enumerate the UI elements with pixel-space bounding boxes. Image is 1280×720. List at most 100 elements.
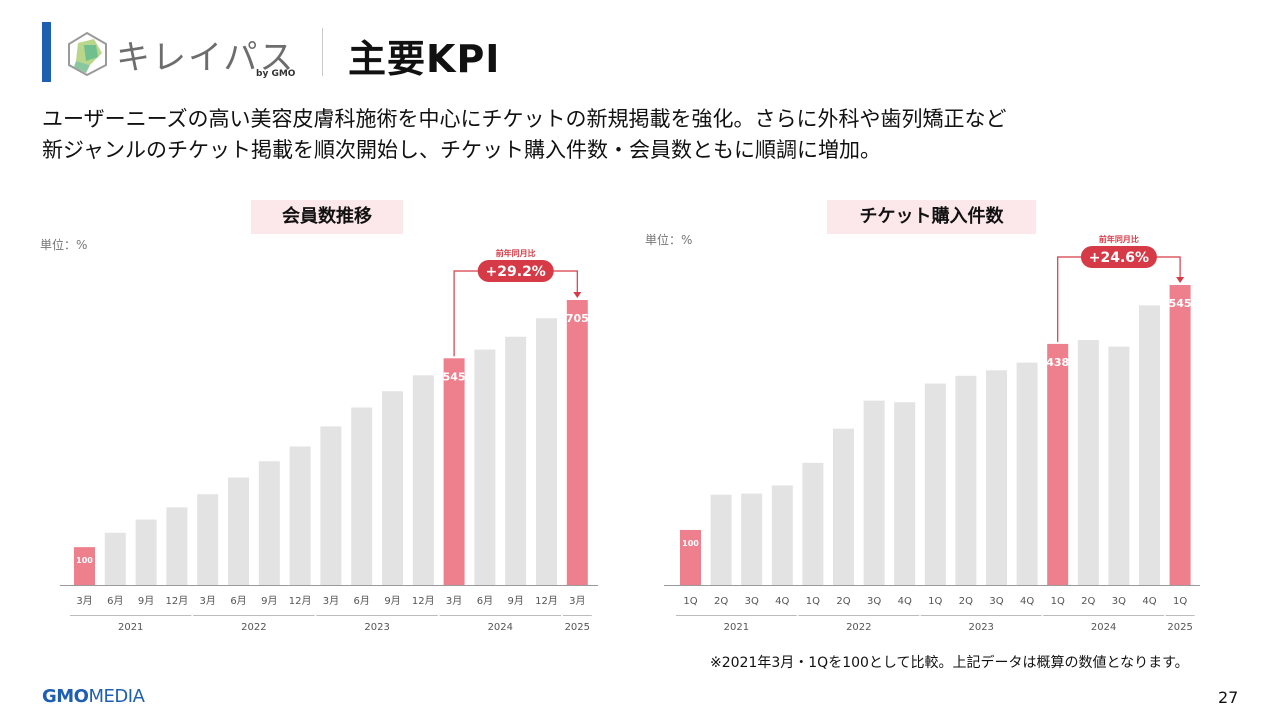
- tick-label: 1Q: [683, 596, 697, 607]
- bar: [74, 547, 95, 585]
- bar: [289, 446, 311, 585]
- year-label: 2024: [488, 622, 513, 633]
- tick-label: 2Q: [959, 596, 973, 607]
- footer-brand: GMO: [42, 686, 89, 707]
- data-label: 545: [443, 370, 466, 383]
- data-label: 438: [1046, 356, 1069, 369]
- tick-label: 4Q: [1020, 596, 1034, 607]
- tick-label: 9月: [384, 595, 400, 607]
- bar: [228, 477, 249, 585]
- tick-label: 3月: [76, 595, 92, 607]
- tick-label: 12月: [289, 595, 312, 607]
- bar: [443, 358, 465, 585]
- bar: [1139, 305, 1160, 585]
- year-label: 2025: [565, 622, 590, 633]
- tick-label: 9月: [508, 595, 524, 607]
- data-label: 705: [566, 312, 589, 325]
- bar: [680, 529, 701, 585]
- bar: [771, 485, 793, 585]
- data-label: 100: [682, 539, 699, 548]
- unit-label-tickets: 単位：%: [645, 233, 693, 247]
- page-title: 主要KPI: [348, 37, 501, 81]
- bar: [351, 407, 373, 585]
- tick-label: 6月: [477, 595, 493, 607]
- unit-label-members: 単位：%: [40, 238, 88, 252]
- description-line-1: ユーザーニーズの高い美容皮膚科施術を中心にチケットの新規掲載を強化。さらに外科や…: [42, 107, 1007, 131]
- year-label: 2023: [364, 622, 389, 633]
- annotation-pill: [1080, 246, 1157, 268]
- bar: [924, 383, 946, 585]
- bar: [412, 375, 434, 585]
- tick-label: 3Q: [867, 596, 881, 607]
- tick-label: 3月: [446, 595, 462, 607]
- tick-label: 3月: [200, 595, 216, 607]
- page-number: 27: [1218, 688, 1239, 707]
- bar: [894, 402, 916, 585]
- bar: [1108, 346, 1130, 585]
- year-label: 2025: [1167, 622, 1192, 633]
- header-accent-bar: [42, 22, 51, 82]
- footer-logo: GMOMEDIA: [42, 686, 145, 707]
- tick-label: 6月: [230, 595, 246, 607]
- chart-tickets: 1Q 100 2Q 3Q 4Q 1Q 2Q 3Q 4Q 1Q 2Q 3Q 4Q 1Q 438 2Q 3Q 4Q 1Q…: [664, 234, 1200, 633]
- bar: [1169, 285, 1191, 585]
- tick-label: 1Q: [928, 596, 942, 607]
- year-label: 2021: [118, 622, 143, 633]
- chart-title-members: 会員数推移: [251, 200, 403, 234]
- header-divider: [322, 28, 323, 76]
- tick-label: 1Q: [1173, 596, 1187, 607]
- tick-label: 12月: [412, 595, 435, 607]
- tick-label: 2Q: [1081, 596, 1095, 607]
- logo-subtext: by GMO: [256, 69, 296, 79]
- bar: [104, 532, 126, 585]
- bar: [320, 426, 342, 585]
- bar: [135, 519, 157, 585]
- logo-mark-icon: [68, 31, 107, 77]
- tick-label: 2Q: [836, 596, 850, 607]
- year-label: 2022: [846, 622, 871, 633]
- bar: [258, 461, 280, 585]
- description: ユーザーニーズの高い美容皮膚科施術を中心にチケットの新規掲載を強化。さらに外科や…: [42, 104, 1242, 166]
- annotation-label: 前年同月比: [1099, 234, 1139, 244]
- annotation-arrow: [573, 292, 582, 298]
- bar: [986, 370, 1007, 585]
- annotation-value: +24.6%: [1089, 250, 1149, 266]
- data-label: 545: [1169, 297, 1192, 310]
- annotation-arrow: [1176, 277, 1185, 283]
- tick-label: 4Q: [775, 596, 789, 607]
- annotation-value: +29.2%: [486, 264, 546, 280]
- annotation-pill: [477, 260, 554, 282]
- bar: [166, 507, 188, 585]
- logo-text: キレイパス: [116, 38, 296, 78]
- chart-title-tickets: チケット購入件数: [827, 200, 1036, 234]
- footer-brand-suffix: MEDIA: [88, 686, 145, 707]
- tick-label: 2Q: [714, 596, 728, 607]
- tick-label: 4Q: [1142, 596, 1156, 607]
- bar: [955, 375, 977, 585]
- bar: [863, 400, 885, 585]
- description-line-2: 新ジャンルのチケット掲載を順次開始し、チケット購入件数・会員数ともに順調に増加。: [42, 138, 881, 162]
- tick-label: 6月: [107, 595, 123, 607]
- bar: [710, 494, 732, 585]
- tick-label: 1Q: [806, 596, 820, 607]
- annotation-bracket: [1057, 256, 1181, 342]
- year-label: 2022: [241, 622, 266, 633]
- bar: [1077, 340, 1099, 585]
- tick-label: 3月: [569, 595, 585, 607]
- footnote: ※2021年3月・1Qを100として比較。上記データは概算の数値となります。: [710, 655, 1189, 671]
- bar: [741, 493, 763, 585]
- tick-label: 3Q: [1112, 596, 1126, 607]
- bar: [833, 428, 854, 585]
- chart-members: 3月 100 6月 9月 12月 3月 6月 9月 12月 3月 6月 9月 12月 3月 545 6月 9月 1…: [60, 248, 598, 633]
- tick-label: 1Q: [1051, 596, 1065, 607]
- bar: [197, 494, 219, 585]
- tick-label: 4Q: [898, 596, 912, 607]
- tick-label: 9月: [138, 595, 154, 607]
- bar: [802, 462, 824, 585]
- annotation-label: 前年同月比: [496, 248, 536, 258]
- tick-label: 3Q: [989, 596, 1003, 607]
- bar: [382, 391, 403, 585]
- tick-label: 9月: [261, 595, 277, 607]
- tick-label: 12月: [166, 595, 189, 607]
